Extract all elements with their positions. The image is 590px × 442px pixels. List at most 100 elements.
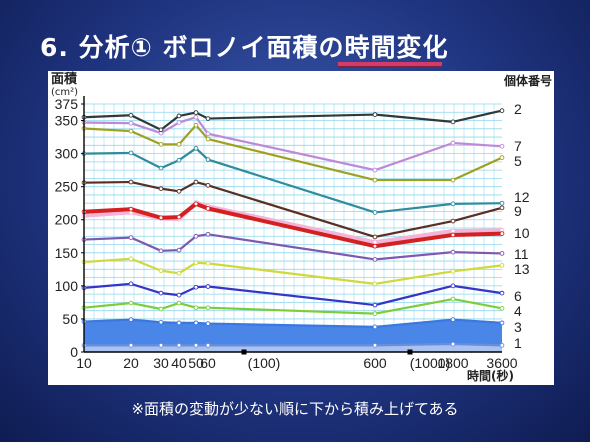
series-label-12: 12 xyxy=(514,189,530,205)
series-3-point xyxy=(158,319,164,325)
slide-title: 6. 分析① ボロノイ面積の時間変化 xyxy=(40,33,449,62)
series-6-point xyxy=(176,292,182,298)
series-6-point xyxy=(205,284,211,289)
series-label-3: 3 xyxy=(514,319,522,335)
series-1-point xyxy=(450,341,456,347)
series-unlabeled-point xyxy=(372,177,378,183)
series-1-point xyxy=(205,343,211,348)
series-1-point xyxy=(193,343,199,348)
series-13-point xyxy=(450,268,456,274)
x-tick-label: 20 xyxy=(123,355,139,371)
x-tick-label: 600 xyxy=(363,355,387,371)
series-12-point xyxy=(372,234,378,240)
series-11-point xyxy=(193,233,199,239)
series-13-point xyxy=(205,261,211,266)
series-3-point xyxy=(499,320,505,326)
series-4-point xyxy=(372,311,378,316)
series-1-point xyxy=(128,343,134,348)
series-layer xyxy=(81,108,505,348)
series-13-point xyxy=(176,270,182,276)
series-7-point xyxy=(193,114,199,120)
footnote: ※面積の変動が少ない順に下から積み上げてある xyxy=(131,400,459,418)
series-label-13: 13 xyxy=(514,261,530,277)
series-3-point xyxy=(128,317,134,322)
series-2-point xyxy=(158,127,164,133)
series-4-point xyxy=(499,306,505,311)
series-13-line xyxy=(83,257,503,285)
x-tick-label: 40 xyxy=(171,355,187,371)
chart-panel: 0 50 100 150 200 250 300 350 375 10 20 30 40 50 60 600 1… xyxy=(48,71,554,385)
x-tick-label: 10 xyxy=(76,355,92,371)
series-4-point xyxy=(158,306,164,312)
series-3-point xyxy=(450,317,456,322)
series-9-point xyxy=(128,206,134,212)
series-7-point xyxy=(128,120,134,126)
series-11-point xyxy=(158,248,164,254)
series-unlabeled-point xyxy=(158,141,164,147)
series-2-point xyxy=(499,108,505,113)
title-underline-shadow xyxy=(338,66,442,68)
y-tick-label: 250 xyxy=(55,179,79,195)
series-5-point xyxy=(205,157,211,162)
y-tick-label: 200 xyxy=(55,212,79,228)
x-marker-label: (1000) xyxy=(410,355,450,371)
y-tick-label: 100 xyxy=(55,278,79,294)
x-tick-label: 1800 xyxy=(437,355,468,371)
series-1-point xyxy=(372,343,378,348)
series-6-point xyxy=(372,302,378,308)
series-12-point xyxy=(450,218,456,224)
series-9-point xyxy=(158,215,164,221)
series-13-point xyxy=(372,281,378,287)
series-2-point xyxy=(128,112,134,118)
series-13-point xyxy=(158,268,164,274)
series-13-point xyxy=(193,260,199,266)
series-label-4: 4 xyxy=(514,303,522,319)
series-9-point xyxy=(176,214,182,220)
series-label-2: 2 xyxy=(514,101,522,117)
series-label-11: 11 xyxy=(514,246,529,262)
y-tick-label: 375 xyxy=(55,96,79,112)
series-7-point xyxy=(499,143,505,149)
series-7-point xyxy=(372,167,378,173)
series-1-point xyxy=(176,343,182,348)
series-4-point xyxy=(205,305,211,311)
series-10-point xyxy=(450,228,456,234)
x-tick-label: 50 xyxy=(188,355,204,371)
x-tick-label: 3600 xyxy=(486,355,517,371)
y-tick-label: 50 xyxy=(62,311,78,327)
series-1-point xyxy=(499,343,505,348)
legend-title: 個体番号 xyxy=(503,73,552,88)
series-4-point xyxy=(450,296,456,302)
x-marker-square xyxy=(241,349,247,355)
y-axis-title: 面積 xyxy=(51,71,78,87)
series-11-point xyxy=(450,249,456,255)
series-unlabeled-point xyxy=(193,122,199,128)
x-tick-label: 60 xyxy=(200,355,216,371)
series-5-point xyxy=(372,210,378,215)
series-11-point xyxy=(205,231,211,237)
series-9-point xyxy=(193,201,199,207)
y-tick-label: 350 xyxy=(55,113,79,129)
series-10-point xyxy=(372,239,378,245)
x-marker-square xyxy=(407,349,413,355)
series-label-9: 9 xyxy=(514,203,522,219)
y-axis-unit: (cm²) xyxy=(51,87,78,98)
series-3-point xyxy=(193,320,199,326)
series-9-point xyxy=(450,232,456,238)
series-7-point xyxy=(205,131,211,137)
y-tick-label: 0 xyxy=(70,344,78,360)
series-label-10: 10 xyxy=(514,225,530,241)
series-5-point xyxy=(128,150,134,156)
series-6-point xyxy=(499,290,505,296)
x-tick-label: 30 xyxy=(153,355,169,371)
series-label-1: 1 xyxy=(514,335,522,351)
series-4-point xyxy=(193,305,199,311)
series-9-point xyxy=(372,243,378,249)
series-5-point xyxy=(499,200,505,206)
series-4-line xyxy=(83,297,503,315)
series-2-point xyxy=(450,119,456,125)
series-12-point xyxy=(205,182,211,188)
series-7-point xyxy=(450,140,456,146)
series-12-point xyxy=(158,186,164,192)
